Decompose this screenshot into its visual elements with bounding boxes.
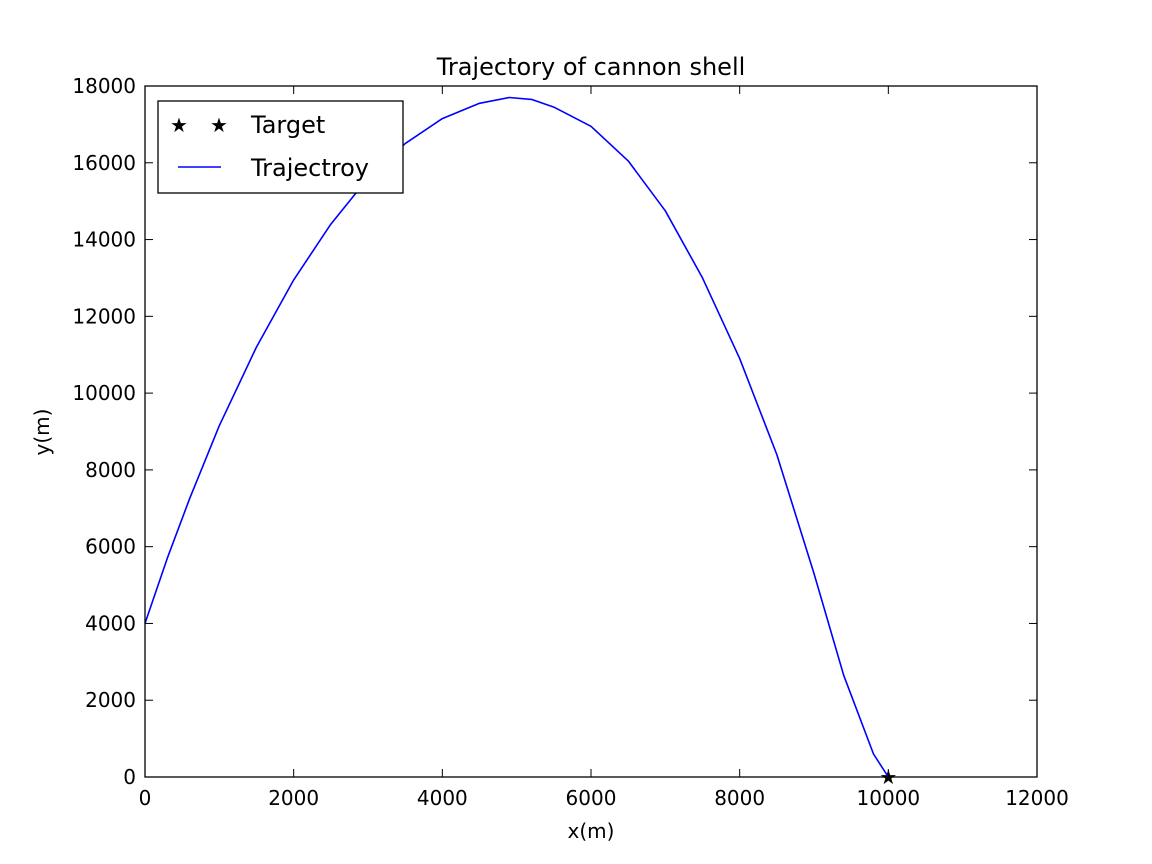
x-tick-label: 8000 <box>714 786 765 810</box>
y-tick-label: 12000 <box>72 304 136 328</box>
legend-box <box>157 100 404 194</box>
x-tick-label: 10000 <box>857 786 921 810</box>
y-tick-label: 6000 <box>85 535 136 559</box>
y-tick-label: 8000 <box>85 458 136 482</box>
legend-star-icon: ★ <box>170 113 188 137</box>
legend-label-target: Target <box>250 111 325 139</box>
y-tick-label: 2000 <box>85 688 136 712</box>
legend: ★ ★ Target Trajectroy <box>157 100 404 194</box>
y-tick-label: 14000 <box>72 228 136 252</box>
x-tick-label: 12000 <box>1005 786 1069 810</box>
y-tick-label: 16000 <box>72 151 136 175</box>
axis-ticks: 0 2000 4000 6000 8000 10000 12000 0 2000 4000 6000… <box>72 74 1068 810</box>
legend-label-trajectory: Trajectroy <box>250 154 369 182</box>
x-tick-label: 6000 <box>566 786 617 810</box>
y-tick-label: 0 <box>123 765 136 789</box>
x-tick-label: 2000 <box>268 786 319 810</box>
x-tick-label: 4000 <box>417 786 468 810</box>
y-tick-label: 4000 <box>85 611 136 635</box>
x-axis-label: x(m) <box>568 819 615 843</box>
trajectory-line <box>144 96 889 778</box>
x-tick-label: 0 <box>139 786 152 810</box>
y-tick-label: 18000 <box>72 74 136 98</box>
axes-frame <box>144 85 1038 778</box>
y-axis-label: y(m) <box>30 409 54 456</box>
legend-star-icon: ★ <box>210 113 228 137</box>
chart-title: Trajectory of cannon shell <box>436 53 746 81</box>
y-tick-label: 10000 <box>72 381 136 405</box>
